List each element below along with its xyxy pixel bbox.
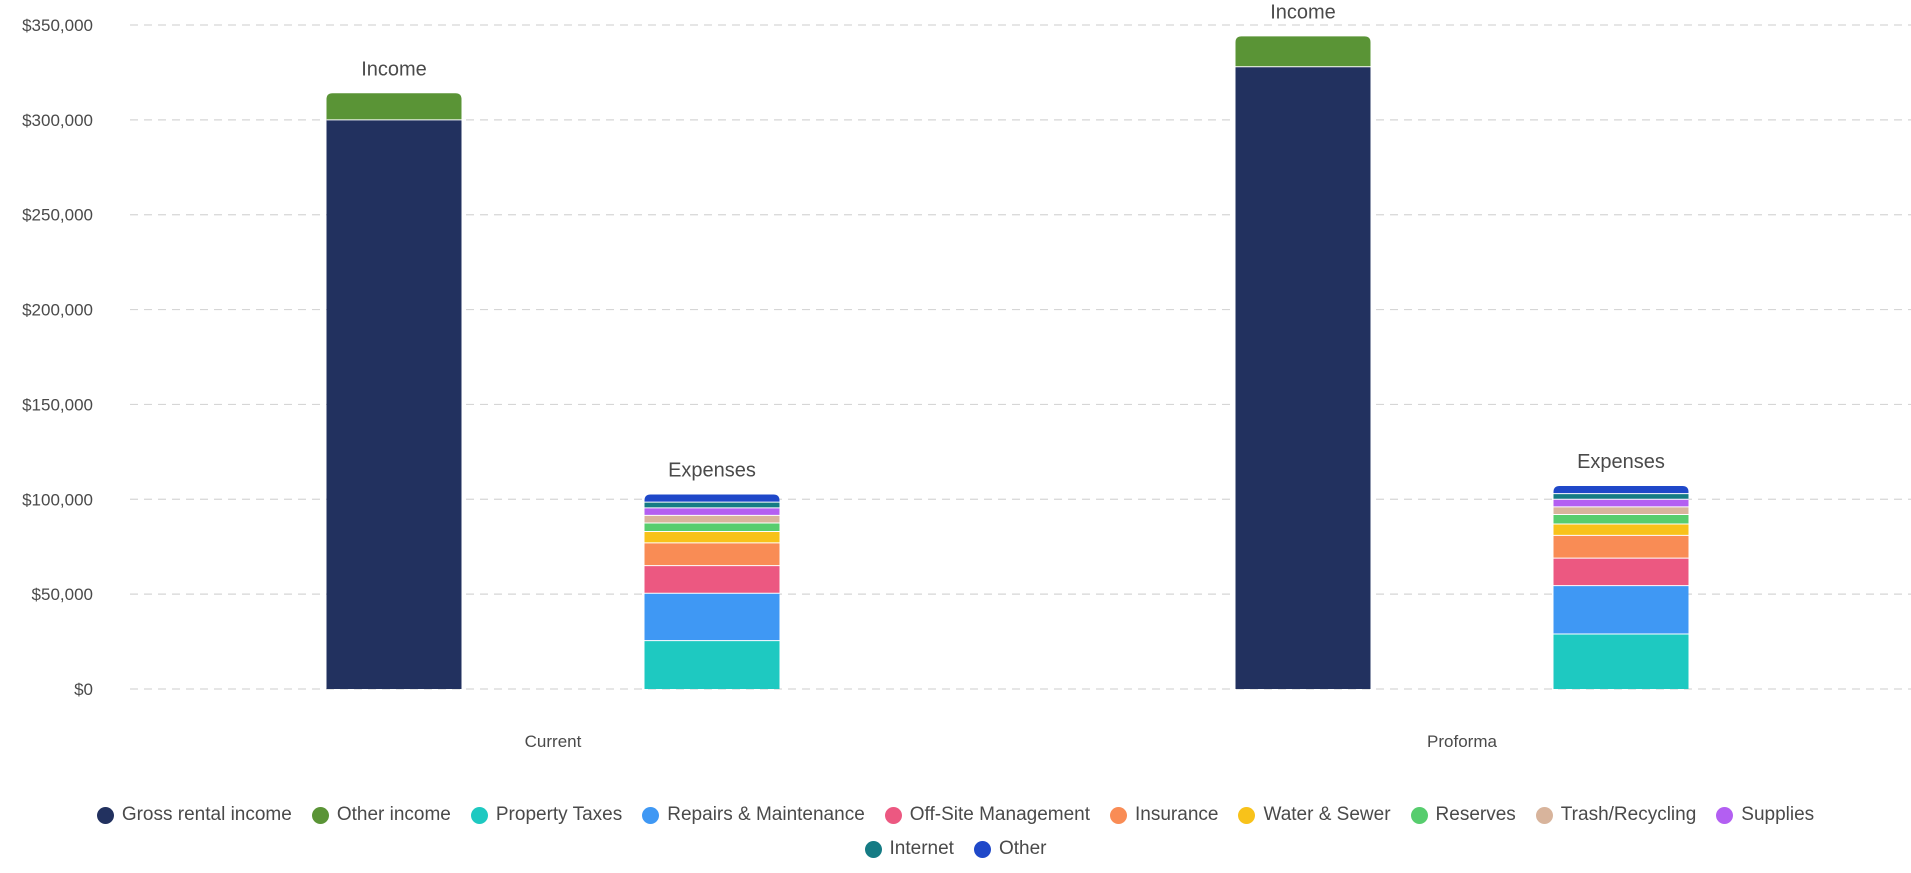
legend-label: Trash/Recycling (1560, 804, 1697, 825)
legend-item[interactable]: Other (973, 838, 1047, 860)
legend-item[interactable]: Repairs & Maintenance (642, 804, 865, 826)
bar-segment-repairs-maintenance-current (644, 593, 780, 641)
legend: Gross rental income Other income Property … (0, 798, 1911, 866)
bar-segment-insurance-current (644, 542, 780, 566)
legend-item[interactable]: Insurance (1110, 804, 1218, 826)
legend-label: Other (998, 838, 1047, 859)
bar-segment-other-proforma (1553, 486, 1689, 494)
bar-segment-gross-rental-income-proforma (1235, 66, 1371, 690)
legend-swatch-icon (884, 806, 902, 824)
legend-item[interactable]: Property Taxes (470, 804, 623, 826)
legend-item[interactable]: Trash/Recycling (1535, 804, 1697, 826)
bar-segment-water-sewer-current (644, 531, 780, 543)
legend-label: Supplies (1741, 804, 1815, 825)
x-axis-categories: Current Proforma (525, 732, 1498, 751)
stack-label-expenses: Expenses (1577, 451, 1665, 473)
stack-label-income: Income (1270, 1, 1336, 23)
legend-row: Internet Other (0, 832, 1911, 866)
bar-segment-insurance-proforma (1553, 535, 1689, 559)
stacked-bar-chart: $0 $50,000 $100,000 $150,000 $200,000 $250,00… (22, 1, 1911, 751)
stack-labels: Income Expenses Income Expenses (361, 1, 1665, 481)
bar-segment-off-site-management-proforma (1553, 558, 1689, 586)
category-label: Current (525, 732, 582, 751)
category-label: Proforma (1427, 732, 1497, 751)
bar-segment-internet-proforma (1553, 493, 1689, 500)
legend-swatch-icon (1410, 806, 1428, 824)
legend-swatch-icon (96, 806, 114, 824)
bar-segment-reserves-current (644, 523, 780, 532)
legend-label: Water & Sewer (1263, 804, 1391, 825)
y-tick-label: $0 (74, 680, 93, 699)
legend-swatch-icon (864, 840, 882, 858)
legend-row: Gross rental income Other income Property … (0, 798, 1911, 832)
bar-segment-supplies-proforma (1553, 499, 1689, 507)
y-tick-label: $150,000 (22, 395, 93, 414)
bar-segment-trash-recycling-current (644, 515, 780, 523)
y-tick-label: $200,000 (22, 301, 93, 320)
y-tick-label: $300,000 (22, 111, 93, 130)
y-tick-label: $100,000 (22, 490, 93, 509)
bar-segment-property-taxes-current (644, 640, 780, 689)
bar-segment-other-current (644, 494, 780, 503)
stack-label-income: Income (361, 58, 427, 80)
bar-segment-trash-recycling-proforma (1553, 506, 1689, 515)
legend-item[interactable]: Supplies (1716, 804, 1814, 826)
legend-swatch-icon (1716, 806, 1734, 824)
y-axis-ticks: $0 $50,000 $100,000 $150,000 $200,000 $250,00… (22, 16, 93, 699)
bars (326, 36, 1689, 690)
legend-label: Reserves (1435, 804, 1516, 825)
bar-segment-supplies-current (644, 507, 780, 516)
bar-segment-other-income-current (326, 93, 462, 120)
bar-segment-other-income-proforma (1235, 36, 1371, 67)
legend-item[interactable]: Water & Sewer (1238, 804, 1391, 826)
bar-segment-repairs-maintenance-proforma (1553, 585, 1689, 634)
legend-label: Other income (336, 804, 451, 825)
legend-swatch-icon (1110, 806, 1128, 824)
legend-item[interactable]: Other income (311, 804, 451, 826)
legend-swatch-icon (311, 806, 329, 824)
bar-segment-water-sewer-proforma (1553, 523, 1689, 536)
legend-item[interactable]: Internet (864, 838, 954, 860)
legend-label: Repairs & Maintenance (667, 804, 865, 825)
legend-item[interactable]: Reserves (1410, 804, 1516, 826)
bar-segment-off-site-management-current (644, 565, 780, 594)
legend-swatch-icon (1535, 806, 1553, 824)
legend-label: Property Taxes (495, 804, 623, 825)
y-tick-label: $350,000 (22, 16, 93, 35)
legend-label: Internet (889, 838, 954, 859)
bar-segment-reserves-proforma (1553, 514, 1689, 524)
bar-segment-property-taxes-proforma (1553, 633, 1689, 689)
legend-label: Gross rental income (121, 804, 292, 825)
legend-swatch-icon (642, 806, 660, 824)
y-tick-label: $250,000 (22, 206, 93, 225)
legend-item[interactable]: Off-Site Management (884, 804, 1091, 826)
bar-segment-internet-current (644, 502, 780, 508)
legend-swatch-icon (470, 806, 488, 824)
legend-swatch-icon (973, 840, 991, 858)
stack-label-expenses: Expenses (668, 460, 756, 482)
legend-label: Insurance (1135, 804, 1219, 825)
legend-item[interactable]: Gross rental income (96, 804, 292, 826)
bar-segment-gross-rental-income-current (326, 119, 462, 690)
legend-swatch-icon (1238, 806, 1256, 824)
legend-label: Off-Site Management (909, 804, 1091, 825)
y-tick-label: $50,000 (32, 585, 93, 604)
